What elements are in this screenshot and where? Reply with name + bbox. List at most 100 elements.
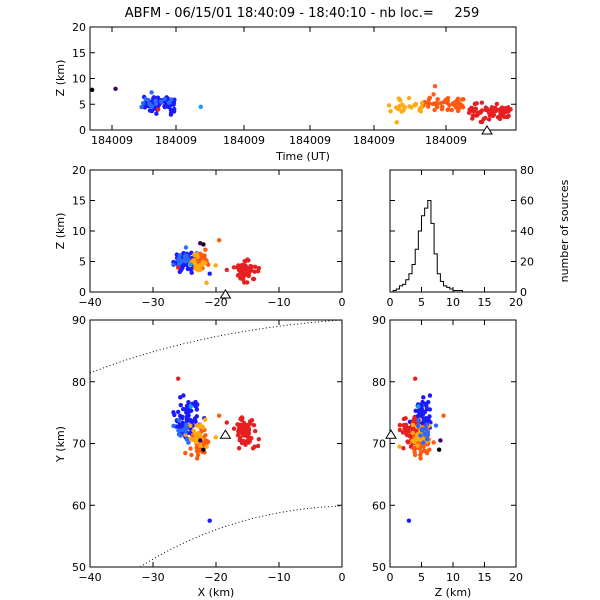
xz-source: [177, 253, 182, 258]
xy-source: [202, 417, 208, 422]
xy-source: [171, 423, 176, 429]
zy-source: [416, 404, 421, 409]
time-height-source: [435, 97, 440, 102]
time-height-source: [155, 95, 161, 100]
time-height-source: [475, 113, 480, 118]
time-height-xtick-label: 184009: [289, 134, 331, 147]
xz-source: [207, 271, 212, 276]
time-height-ytick-label: 0: [79, 124, 86, 137]
zy-source: [397, 422, 403, 428]
xy-source: [236, 446, 242, 451]
xy-source: [176, 428, 181, 433]
zy-source: [415, 436, 420, 441]
zy-source: [404, 432, 409, 437]
time-height-source: [449, 107, 454, 113]
xz-source: [242, 263, 248, 268]
histogram-xtick-label: 15: [478, 296, 492, 309]
time-height-source: [434, 100, 439, 106]
time-height-source: [149, 90, 154, 95]
time-height-source: [503, 110, 508, 115]
xz-source: [224, 267, 230, 273]
time-height-source: [147, 108, 153, 113]
zy-source: [406, 426, 411, 432]
time-height-source: [502, 114, 507, 120]
time-height-source: [439, 107, 445, 112]
zy-source: [412, 415, 417, 420]
xz-source: [248, 263, 253, 269]
zy-source: [411, 446, 416, 451]
xy-source: [184, 436, 189, 442]
xy-source: [186, 399, 191, 405]
time-height-source: [505, 114, 511, 119]
time-height-source: [431, 92, 436, 97]
xz-points: [171, 237, 262, 286]
histogram-ytick-label: 80: [520, 164, 534, 177]
histogram-ytick-label: 20: [520, 256, 534, 269]
xy-source: [205, 439, 211, 445]
xz-source: [246, 258, 251, 263]
xy-source: [246, 426, 251, 432]
zy-xtick-label: 10: [446, 571, 460, 584]
time-height-source: [494, 101, 500, 107]
time-height-source: [406, 95, 412, 101]
xy-source: [188, 423, 193, 428]
zy-source: [410, 430, 415, 436]
zy-xtick-label: 15: [478, 571, 492, 584]
xy-source: [256, 437, 262, 442]
time-height-source: [447, 103, 452, 108]
zy-source: [427, 407, 433, 412]
xz-source: [246, 273, 251, 279]
zy-station-triangle: [385, 429, 397, 439]
histogram-xtick-label: 0: [387, 296, 394, 309]
xy-source: [185, 417, 191, 422]
time-height-source: [479, 100, 485, 105]
time-height-source: [419, 100, 425, 106]
xy-source: [180, 406, 186, 412]
xz-source: [192, 261, 198, 266]
zy-source: [418, 433, 423, 438]
time-height-ytick-label: 10: [72, 73, 86, 86]
xz-station-triangle: [219, 289, 232, 299]
zy-ytick-label: 60: [372, 499, 386, 512]
time-height-source: [483, 115, 488, 121]
xz-source: [203, 247, 208, 252]
xz-xtick-label: −20: [204, 296, 227, 309]
zy-source: [397, 427, 403, 433]
zy-source: [425, 432, 431, 438]
zy-source: [402, 426, 407, 432]
xy-source: [198, 443, 203, 448]
zy-source: [418, 452, 423, 458]
time-height-ytick-label: 15: [72, 47, 86, 60]
time-height-xtick-label: 184009: [223, 134, 265, 147]
time-height-source: [497, 113, 503, 119]
xz-source: [213, 263, 218, 268]
xz-source: [176, 262, 182, 267]
histogram-ytick-label: 40: [520, 225, 534, 238]
xy-source: [194, 407, 200, 412]
xz-source: [183, 245, 189, 250]
time-height-source: [388, 109, 393, 114]
time-height-source: [171, 100, 177, 105]
xz-panel: Z (km) 0 5 10 15 20 −40 −30 −20 −10 0: [54, 164, 346, 309]
xy-source: [194, 456, 200, 461]
time-height-source: [154, 111, 159, 116]
time-height-source: [435, 104, 440, 110]
time-height-points: [89, 84, 513, 125]
xz-xtick-label: −10: [267, 296, 290, 309]
time-height-source: [153, 98, 158, 104]
zy-source: [427, 414, 432, 419]
xz-ytick-label: 10: [72, 225, 86, 238]
xz-source: [176, 265, 181, 270]
xy-source: [192, 430, 198, 436]
xz-source: [242, 258, 247, 264]
range-ring-lower: [139, 505, 343, 568]
time-height-source: [486, 117, 492, 122]
time-height-source: [169, 97, 174, 102]
xy-source: [179, 416, 185, 421]
time-height-source: [139, 104, 144, 110]
time-height-source: [396, 96, 402, 101]
zy-source: [411, 427, 416, 432]
time-height-source: [460, 103, 465, 109]
time-height-source: [113, 86, 118, 92]
